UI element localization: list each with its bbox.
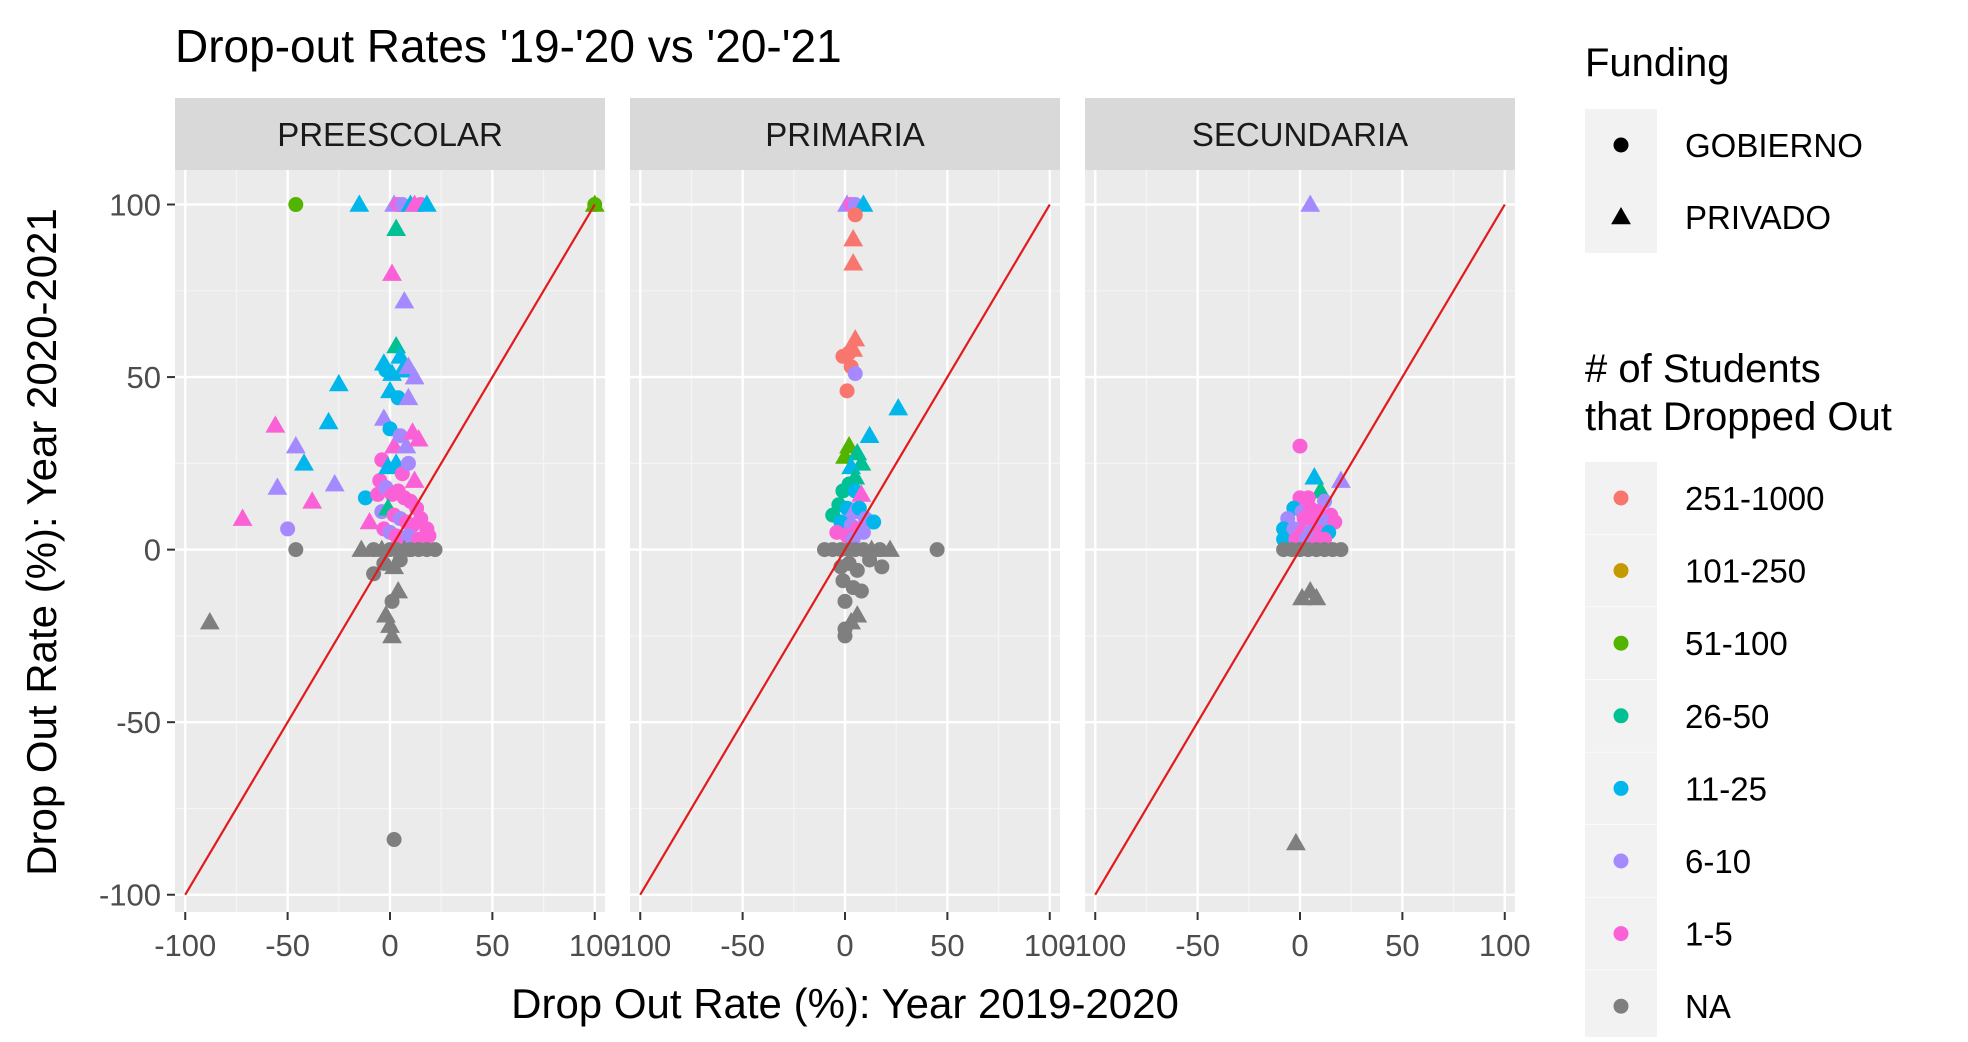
- y-tick-label: 0: [144, 533, 161, 568]
- legend: Funding GOBIERNO PRIVADO # of Studentsthat …: [1585, 41, 1892, 1037]
- data-point-circle: [838, 628, 853, 643]
- data-point-circle: [288, 197, 303, 212]
- legend-circle-icon: [1614, 138, 1629, 153]
- data-point-circle: [385, 594, 400, 609]
- x-tick-label: -100: [609, 928, 671, 963]
- legend-color-swatch: [1614, 708, 1629, 723]
- data-point-circle: [1333, 542, 1348, 557]
- data-point-circle: [842, 345, 857, 360]
- data-point-circle: [838, 594, 853, 609]
- x-tick-label: -50: [265, 928, 310, 963]
- x-tick-label: -50: [720, 928, 765, 963]
- x-tick-label: 0: [381, 928, 398, 963]
- legend-label-251-1000: 251-1000: [1685, 480, 1824, 517]
- x-tick-label: 0: [836, 928, 853, 963]
- legend-label-101-250: 101-250: [1685, 553, 1806, 590]
- data-point-circle: [848, 366, 863, 381]
- x-tick-label: 50: [475, 928, 509, 963]
- y-tick-label: 50: [127, 360, 161, 395]
- x-tick-label: 50: [930, 928, 964, 963]
- legend-title-funding: Funding: [1585, 41, 1730, 85]
- legend-color-swatch: [1614, 563, 1629, 578]
- y-axis: -100 -50 0 50 100: [99, 188, 175, 913]
- data-point-circle: [854, 584, 869, 599]
- legend-title-students-line1: # of Students: [1585, 347, 1821, 391]
- legend-label-51-100: 51-100: [1685, 625, 1788, 662]
- y-axis-label: Drop Out Rate (%): Year 2020-2021: [18, 208, 65, 876]
- x-axis-label: Drop Out Rate (%): Year 2019-2020: [511, 980, 1179, 1027]
- legend-label-1-5: 1-5: [1685, 916, 1733, 953]
- legend-label-11-25: 11-25: [1685, 770, 1767, 807]
- legend-label-26-50: 26-50: [1685, 698, 1769, 735]
- data-point-circle: [930, 542, 945, 557]
- legend-color-swatch: [1614, 781, 1629, 796]
- panel-preescolar: PREESCOLAR: [175, 98, 605, 912]
- x-tick-label: 50: [1385, 928, 1419, 963]
- legend-label-gobierno: GOBIERNO: [1685, 127, 1863, 164]
- data-point-circle: [850, 563, 865, 578]
- data-point-circle: [840, 383, 855, 398]
- x-tick-label: 100: [1479, 928, 1531, 963]
- legend-color-swatch: [1614, 999, 1629, 1014]
- data-point-circle: [421, 528, 436, 543]
- data-point-circle: [387, 832, 402, 847]
- legend-color-swatch: [1614, 854, 1629, 869]
- facet-label: PRIMARIA: [765, 116, 925, 153]
- x-axis: -100 -50 0 50 100-100 -50 0 50 100-100 -50 0 50 100: [154, 912, 1530, 963]
- panels-layer: PREESCOLAR PRIMARIA SECUNDARIA: [175, 98, 1515, 912]
- legend-color-swatch: [1614, 926, 1629, 941]
- data-point-circle: [874, 559, 889, 574]
- x-tick-label: -100: [154, 928, 216, 963]
- facet-label: PREESCOLAR: [277, 116, 503, 153]
- x-tick-label: -100: [1064, 928, 1126, 963]
- data-point-circle: [1293, 439, 1308, 454]
- data-point-circle: [401, 456, 416, 471]
- legend-label-6-10: 6-10: [1685, 843, 1751, 880]
- y-tick-label: -50: [116, 705, 161, 740]
- legend-color-swatch: [1614, 636, 1629, 651]
- facet-label: SECUNDARIA: [1192, 116, 1408, 153]
- data-point-circle: [848, 207, 863, 222]
- legend-title-students-line2: that Dropped Out: [1585, 395, 1892, 439]
- legend-label-privado: PRIVADO: [1685, 199, 1831, 236]
- data-point-circle: [288, 542, 303, 557]
- data-point-circle: [280, 521, 295, 536]
- chart-title: Drop-out Rates '19-'20 vs '20-'21: [175, 20, 842, 72]
- data-point-circle: [428, 542, 443, 557]
- y-tick-label: -100: [99, 878, 161, 913]
- x-tick-label: -50: [1175, 928, 1220, 963]
- panel-primaria: PRIMARIA: [630, 98, 1060, 912]
- legend-color-swatch: [1614, 491, 1629, 506]
- x-tick-label: 0: [1291, 928, 1308, 963]
- data-point-circle: [393, 552, 408, 567]
- panel-secundaria: SECUNDARIA: [1085, 98, 1515, 912]
- legend-label-na: NA: [1685, 988, 1731, 1025]
- y-tick-label: 100: [109, 188, 161, 223]
